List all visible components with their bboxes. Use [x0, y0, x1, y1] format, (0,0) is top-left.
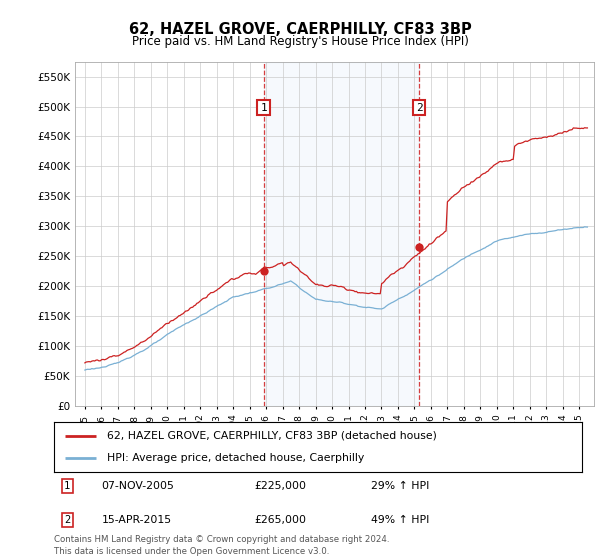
Text: £225,000: £225,000 [254, 481, 307, 491]
Text: Price paid vs. HM Land Registry's House Price Index (HPI): Price paid vs. HM Land Registry's House … [131, 35, 469, 48]
Text: 49% ↑ HPI: 49% ↑ HPI [371, 515, 429, 525]
Text: HPI: Average price, detached house, Caerphilly: HPI: Average price, detached house, Caer… [107, 453, 364, 463]
Text: 07-NOV-2005: 07-NOV-2005 [101, 481, 175, 491]
Bar [263, 62, 419, 406]
Text: £265,000: £265,000 [254, 515, 307, 525]
Text: 1: 1 [260, 102, 267, 113]
Text: 15-APR-2015: 15-APR-2015 [101, 515, 172, 525]
Text: 29% ↑ HPI: 29% ↑ HPI [371, 481, 429, 491]
Text: 1: 1 [64, 481, 70, 491]
Text: 62, HAZEL GROVE, CAERPHILLY, CF83 3BP: 62, HAZEL GROVE, CAERPHILLY, CF83 3BP [128, 22, 472, 38]
Text: 62, HAZEL GROVE, CAERPHILLY, CF83 3BP (detached house): 62, HAZEL GROVE, CAERPHILLY, CF83 3BP (d… [107, 431, 437, 441]
Text: 2: 2 [64, 515, 70, 525]
Text: 2: 2 [416, 102, 422, 113]
Text: Contains HM Land Registry data © Crown copyright and database right 2024.
This d: Contains HM Land Registry data © Crown c… [54, 535, 389, 556]
